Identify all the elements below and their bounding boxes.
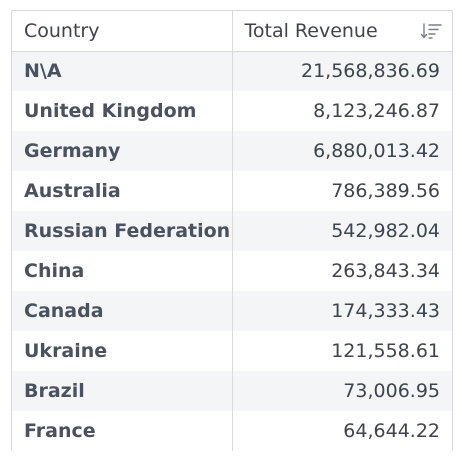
- country-cell: Brazil: [12, 371, 233, 411]
- country-cell: Canada: [12, 291, 233, 331]
- table-row[interactable]: Australia 786,389.56: [12, 171, 452, 211]
- revenue-cell: 786,389.56: [331, 180, 440, 202]
- country-cell: France: [12, 411, 233, 451]
- country-cell: United Kingdom: [12, 91, 233, 131]
- revenue-table: Country Total Revenue: [11, 10, 453, 451]
- table-row[interactable]: Russian Federation 542,982.04: [12, 211, 452, 251]
- column-header-country[interactable]: Country: [12, 11, 233, 52]
- column-header-label: Country: [24, 19, 100, 42]
- revenue-cell: 73,006.95: [343, 380, 440, 402]
- table-row[interactable]: N\A 21,568,836.69: [12, 51, 452, 91]
- table-row[interactable]: United Kingdom 8,123,246.87: [12, 91, 452, 131]
- revenue-cell: 542,982.04: [331, 220, 440, 242]
- country-cell: Germany: [12, 131, 233, 171]
- revenue-cell: 263,843.34: [331, 260, 440, 282]
- revenue-cell: 8,123,246.87: [313, 100, 440, 122]
- table-row[interactable]: China 263,843.34: [12, 251, 452, 291]
- country-cell: Ukraine: [12, 331, 233, 371]
- country-cell: China: [12, 251, 233, 291]
- revenue-cell: 64,644.22: [343, 420, 440, 442]
- country-cell: Russian Federation: [12, 211, 233, 251]
- country-cell: Australia: [12, 171, 233, 211]
- table-row[interactable]: Canada 174,333.43: [12, 291, 452, 331]
- country-cell: N\A: [12, 51, 233, 91]
- revenue-cell: 174,333.43: [331, 300, 440, 322]
- table-row[interactable]: Germany 6,880,013.42: [12, 131, 452, 171]
- header-row: Country Total Revenue: [12, 11, 452, 52]
- revenue-cell: 21,568,836.69: [300, 60, 440, 83]
- table-row[interactable]: Ukraine 121,558.61: [12, 331, 452, 371]
- column-header-label: Total Revenue: [244, 19, 378, 42]
- sort-descending-icon[interactable]: [420, 22, 442, 40]
- revenue-cell: 121,558.61: [331, 340, 440, 362]
- table-row[interactable]: France 64,644.22: [12, 411, 452, 451]
- table-row[interactable]: Brazil 73,006.95: [12, 371, 452, 411]
- revenue-cell: 6,880,013.42: [313, 140, 440, 162]
- data-table: Country Total Revenue: [12, 11, 452, 451]
- column-header-total-revenue[interactable]: Total Revenue: [232, 11, 452, 52]
